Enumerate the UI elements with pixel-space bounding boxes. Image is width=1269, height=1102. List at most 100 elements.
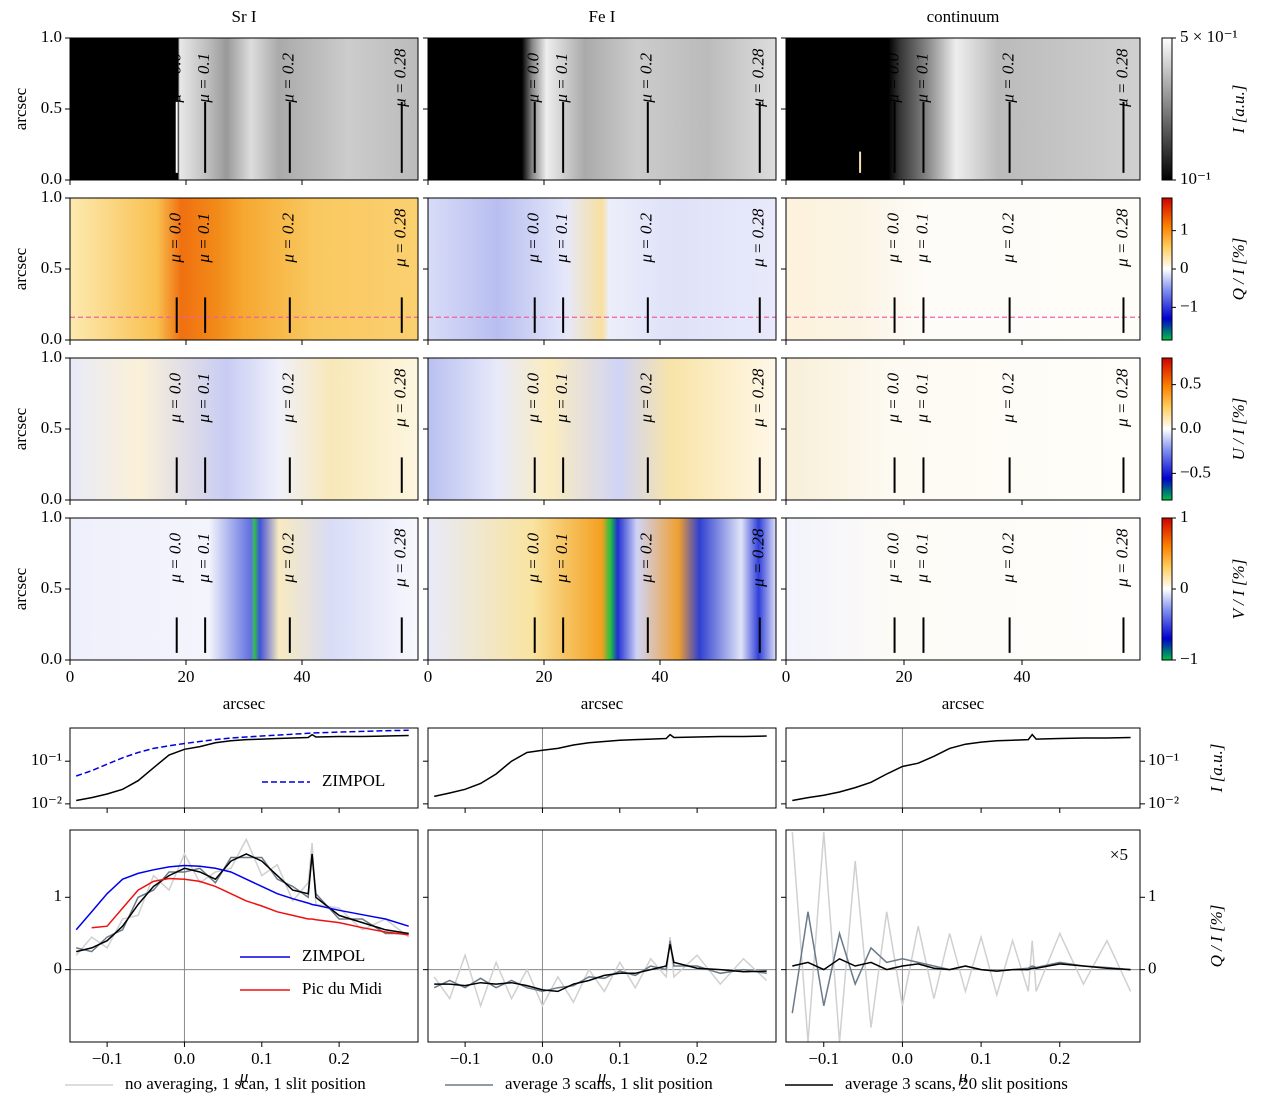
x-tick-label: 20 [536,667,553,686]
mu-label: μ = 0.2 [279,212,298,263]
x-tick-label: −0.1 [808,1049,839,1068]
mu-label: μ = 0.1 [194,533,213,584]
mu-label: μ = 0.0 [524,532,543,583]
colorbar-tick-label: −1 [1180,649,1198,668]
mu-label: μ = 0.1 [194,373,213,424]
colorbar-tick-label: 10⁻¹ [1180,169,1211,188]
x-axis-label: arcsec [223,694,266,713]
colorbar [1161,517,1173,661]
colorbar-tick-label: −1 [1180,296,1198,315]
heatmap-image [786,358,1140,500]
y-tick-label: 0.5 [41,98,62,117]
mu-label: μ = 0.28 [1112,48,1131,108]
y-axis-label: arcsec [11,567,30,610]
column-title: continuum [927,7,1000,26]
axes-frame [427,829,777,1043]
series-line [434,733,767,798]
axes-frame [427,727,777,809]
mu-label: μ = 0.0 [883,52,902,103]
mu-label: μ = 0.2 [999,532,1018,583]
x-tick-label: 40 [294,667,311,686]
y-tick-label: 1.0 [41,187,62,206]
x-axis-label: μ [597,1067,607,1086]
x-tick-label: 40 [1014,667,1031,686]
y-tick-label: 10⁻¹ [31,750,62,769]
y-axis-label: arcsec [11,407,30,450]
colorbar-tick-label: 1 [1180,507,1189,526]
mu-label: μ = 0.28 [749,208,768,268]
series-line [75,864,409,931]
plot-area [792,728,1131,808]
series-line [91,877,409,936]
y-tick-label: 0.5 [41,578,62,597]
y-tick-label: 0 [1148,959,1157,978]
series-line [792,957,1131,972]
mu-label: μ = 0.0 [166,532,185,583]
x-tick-label: 0.2 [1049,1049,1070,1068]
mu-label: μ = 0.28 [391,48,410,108]
x-tick-label: 0.0 [892,1049,913,1068]
plot-area [428,830,776,1042]
mu-label: μ = 0.1 [912,53,931,104]
legend-label: average 3 scans, 20 slit positions [845,1074,1068,1093]
heatmap-image [428,38,776,180]
mu-label: μ = 0.1 [912,213,931,264]
legend-label: ZIMPOL [322,771,385,790]
mu-label: μ = 0.28 [1112,528,1131,588]
column-title: Fe I [589,7,616,26]
colorbar-tick-label: 5 × 10⁻¹ [1180,27,1238,46]
scale-factor: ×5 [1110,845,1128,864]
legend-label: Pic du Midi [302,979,383,998]
axes-frame [785,727,1141,809]
column-title: Sr I [231,7,256,26]
mu-label: μ = 0.0 [166,372,185,423]
colorbar [1161,197,1173,341]
axes-frame [785,829,1141,1043]
y-axis-label: I [a.u.] [1207,744,1226,794]
colorbar-label: V / I [%] [1229,559,1248,620]
colorbar [1161,357,1173,501]
heatmap-image [70,38,418,180]
series-line [75,729,409,777]
y-tick-label: 1.0 [41,507,62,526]
mu-label: μ = 0.1 [552,373,571,424]
mu-label: μ = 0.0 [883,372,902,423]
heatmap-image [70,358,418,500]
axes-frame [69,829,419,1043]
mu-label: μ = 0.2 [637,212,656,263]
y-tick-label: 1.0 [41,27,62,46]
mu-label: μ = 0.1 [194,213,213,264]
heatmap-image [70,198,418,340]
mu-label: μ = 0.0 [524,212,543,263]
legend-label: ZIMPOL [302,946,365,965]
colorbar [1161,37,1173,181]
series-line [76,853,409,953]
mu-label: μ = 0.2 [637,52,656,103]
plot-area [70,830,418,1042]
x-tick-label: 20 [178,667,195,686]
mu-label: μ = 0.0 [883,532,902,583]
mu-label: μ = 0.1 [912,373,931,424]
heatmap-image [70,518,418,660]
y-axis-label: arcsec [11,247,30,290]
heatmap-image [786,198,1140,340]
x-tick-label: 0.1 [609,1049,630,1068]
y-tick-label: 0.0 [41,169,62,188]
heatmap-image [428,198,776,340]
visp-label: ViSP μ = 0.0 [841,58,860,145]
x-tick-label: −0.1 [450,1049,481,1068]
mu-label: μ = 0.28 [1112,368,1131,428]
colorbar-tick-label: 0 [1180,578,1189,597]
mu-label: μ = 0.0 [166,212,185,263]
x-tick-label: 0.1 [251,1049,272,1068]
mu-label: μ = 0.28 [391,528,410,588]
x-tick-label: 0.0 [174,1049,195,1068]
y-tick-label: 0 [54,959,63,978]
y-tick-label: 10⁻¹ [1148,750,1179,769]
mu-label: μ = 0.1 [552,53,571,104]
y-tick-label: 0.5 [41,418,62,437]
x-axis-label: μ [239,1067,249,1086]
mu-label: μ = 0.28 [749,528,768,588]
